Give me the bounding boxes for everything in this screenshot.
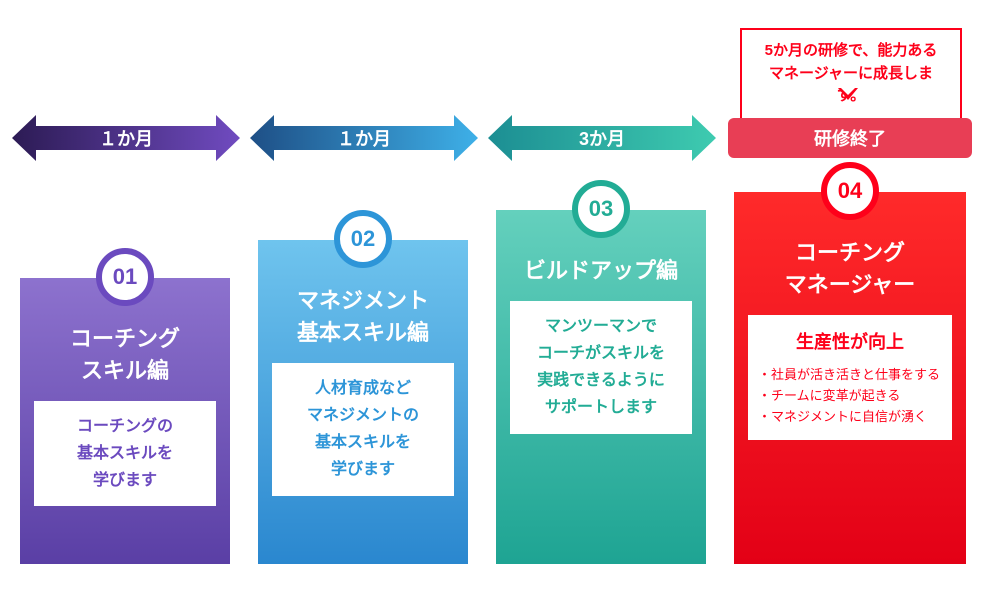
phase-card-4-title: コーチング マネージャー [748, 237, 952, 301]
phase-badge-2-num: 02 [351, 226, 375, 252]
phase-card-1-desc: コーチングの 基本スキルを 学びます [34, 401, 216, 507]
phase-badge-1: 01 [96, 248, 154, 306]
phase-card-2: 02 マネジメント 基本スキル編 人材育成など マネジメントの 基本スキルを 学… [258, 240, 468, 564]
phase-badge-4-num: 04 [838, 178, 862, 204]
phase-card-1-title: コーチング スキル編 [34, 323, 216, 387]
title-line: スキル編 [81, 358, 169, 383]
desc-line: コーチングの [77, 418, 173, 435]
title-line: コーチング [795, 240, 905, 265]
phase-card-2-desc: 人材育成など マネジメントの 基本スキルを 学びます [272, 363, 454, 496]
bullet-item: マネジメントに自信が湧く [758, 407, 944, 428]
phase-badge-4: 04 [821, 162, 879, 220]
desc-line: 基本スキルを [77, 445, 173, 462]
title-line: マネジメント [297, 288, 429, 313]
completion-pill: 研修終了 [728, 118, 972, 158]
phase-card-4-desc: 生産性が向上 社員が活き活きと仕事をする チームに変革が起きる マネジメントに自… [748, 315, 952, 440]
desc-line: コーチがスキルを [537, 345, 665, 362]
phase-card-3-desc: マンツーマンで コーチがスキルを 実践できるように サポートします [510, 301, 692, 434]
callout-box: 5か月の研修で、能力ある マネージャーに成長します。 [740, 28, 962, 120]
phase-arrow-2-label: １か月 [250, 115, 478, 161]
bullet-item: チームに変革が起きる [758, 386, 944, 407]
desc-line: 学びます [93, 472, 157, 489]
desc-line: マネジメントの [307, 407, 419, 424]
completion-pill-label: 研修終了 [814, 125, 886, 151]
title-line: コーチング [70, 326, 180, 351]
phase-arrow-1: １か月 [12, 115, 240, 161]
callout-line1: 5か月の研修で、能力ある [765, 42, 938, 59]
infographic-canvas: 5か月の研修で、能力ある マネージャーに成長します。 １か月 １か月 3か月 研… [0, 0, 990, 603]
title-line: ビルドアップ編 [524, 258, 678, 283]
phase-card-1: 01 コーチング スキル編 コーチングの 基本スキルを 学びます [20, 278, 230, 564]
desc-line: 実践できるように [537, 372, 665, 389]
phase-card-4-sub: 生産性が向上 [756, 327, 944, 358]
title-line: マネージャー [785, 272, 915, 297]
phase-card-3-title: ビルドアップ編 [510, 255, 692, 287]
desc-line: 基本スキルを [315, 434, 411, 451]
phase-badge-3: 03 [572, 180, 630, 238]
phase-card-2-title: マネジメント 基本スキル編 [272, 285, 454, 349]
phase-card-4-bullets: 社員が活き活きと仕事をする チームに変革が起きる マネジメントに自信が湧く [756, 365, 944, 427]
phase-badge-3-num: 03 [589, 196, 613, 222]
desc-line: マンツーマンで [545, 318, 657, 335]
phase-arrow-1-label: １か月 [12, 115, 240, 161]
title-line: 基本スキル編 [297, 320, 429, 345]
phase-arrow-3: 3か月 [488, 115, 716, 161]
bullet-item: 社員が活き活きと仕事をする [758, 365, 944, 386]
phase-card-4: 04 コーチング マネージャー 生産性が向上 社員が活き活きと仕事をする チーム… [734, 192, 966, 564]
desc-line: 人材育成など [315, 380, 411, 397]
phase-arrow-2: １か月 [250, 115, 478, 161]
desc-line: サポートします [545, 399, 657, 416]
phase-badge-1-num: 01 [113, 264, 137, 290]
phase-arrow-3-label: 3か月 [488, 115, 716, 161]
desc-line: 学びます [331, 461, 395, 478]
callout-tail-fill [838, 85, 858, 95]
phase-card-3: 03 ビルドアップ編 マンツーマンで コーチがスキルを 実践できるように サポー… [496, 210, 706, 564]
phase-badge-2: 02 [334, 210, 392, 268]
